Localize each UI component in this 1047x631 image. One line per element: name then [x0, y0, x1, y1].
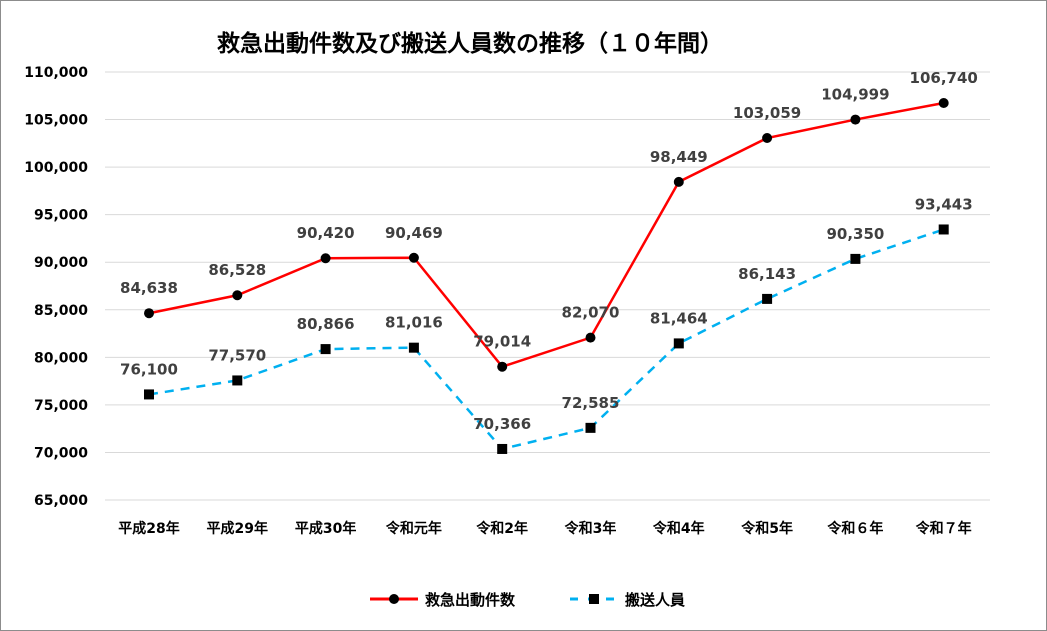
- data-label: 98,449: [650, 148, 708, 166]
- data-label: 90,420: [297, 224, 355, 242]
- data-label: 93,443: [915, 195, 973, 213]
- x-tick-label: 令和2年: [475, 520, 528, 537]
- data-point: [408, 342, 419, 353]
- data-point: [850, 114, 861, 125]
- data-point: [673, 176, 684, 187]
- data-point: [320, 253, 331, 264]
- data-label: 104,999: [821, 86, 889, 104]
- data-point: [850, 253, 861, 264]
- data-point: [144, 389, 154, 400]
- data-label: 81,464: [650, 309, 708, 327]
- y-tick-label: 70,000: [34, 445, 88, 461]
- data-label: 86,528: [208, 261, 266, 279]
- data-point: [585, 332, 596, 343]
- data-point: [408, 252, 419, 263]
- data-label: 81,016: [385, 314, 443, 332]
- data-label: 90,350: [826, 225, 884, 243]
- x-tick-label: 平成28年: [118, 520, 179, 537]
- data-label: 70,366: [473, 415, 531, 433]
- data-label: 72,585: [562, 394, 620, 412]
- x-tick-label: 令和７年: [915, 520, 972, 537]
- y-tick-label: 80,000: [34, 350, 88, 366]
- data-point: [938, 224, 949, 235]
- y-tick-label: 85,000: [34, 303, 88, 319]
- x-tick-label: 令和元年: [385, 520, 442, 537]
- legend-label: 救急出動件数: [425, 591, 516, 609]
- data-label: 80,866: [297, 315, 355, 333]
- data-point: [762, 293, 773, 304]
- y-tick-label: 110,000: [24, 65, 88, 81]
- data-point: [144, 308, 154, 319]
- chart-title: 救急出動件数及び搬送人員数の推移（１０年間）: [217, 30, 723, 57]
- data-point: [762, 133, 773, 144]
- data-point: [585, 422, 596, 433]
- data-label: 86,143: [738, 265, 796, 283]
- data-label: 106,740: [910, 69, 978, 87]
- data-label: 77,570: [208, 346, 266, 364]
- y-tick-label: 90,000: [34, 255, 88, 271]
- data-point: [673, 338, 684, 349]
- x-tick-label: 平成29年: [207, 520, 268, 537]
- series-line-0: [148, 101, 944, 369]
- data-point: [497, 443, 508, 454]
- data-label: 103,059: [733, 104, 801, 122]
- legend-label: 搬送人員: [625, 591, 685, 609]
- x-tick-label: 令和６年: [826, 520, 883, 537]
- x-tick-label: 平成30年: [295, 520, 356, 537]
- series-line-1: [148, 228, 945, 451]
- data-label: 76,100: [120, 360, 178, 378]
- data-label: 84,638: [120, 279, 178, 297]
- y-tick-label: 95,000: [34, 208, 88, 224]
- y-tick-label: 65,000: [34, 493, 88, 509]
- y-tick-label: 75,000: [34, 398, 88, 414]
- data-point: [497, 361, 508, 372]
- x-tick-label: 令和4年: [652, 520, 705, 537]
- y-tick-label: 100,000: [24, 160, 88, 176]
- x-tick-label: 令和3年: [564, 520, 617, 537]
- data-point: [320, 344, 331, 355]
- data-label: 82,070: [562, 304, 620, 322]
- data-point: [232, 290, 243, 301]
- data-point: [938, 98, 949, 109]
- x-tick-label: 令和5年: [740, 520, 793, 537]
- data-point: [232, 375, 243, 386]
- legend-marker: [589, 594, 599, 604]
- data-label: 90,469: [385, 224, 443, 242]
- data-label: 79,014: [473, 333, 531, 351]
- legend-marker: [389, 594, 399, 604]
- y-tick-label: 105,000: [24, 113, 88, 129]
